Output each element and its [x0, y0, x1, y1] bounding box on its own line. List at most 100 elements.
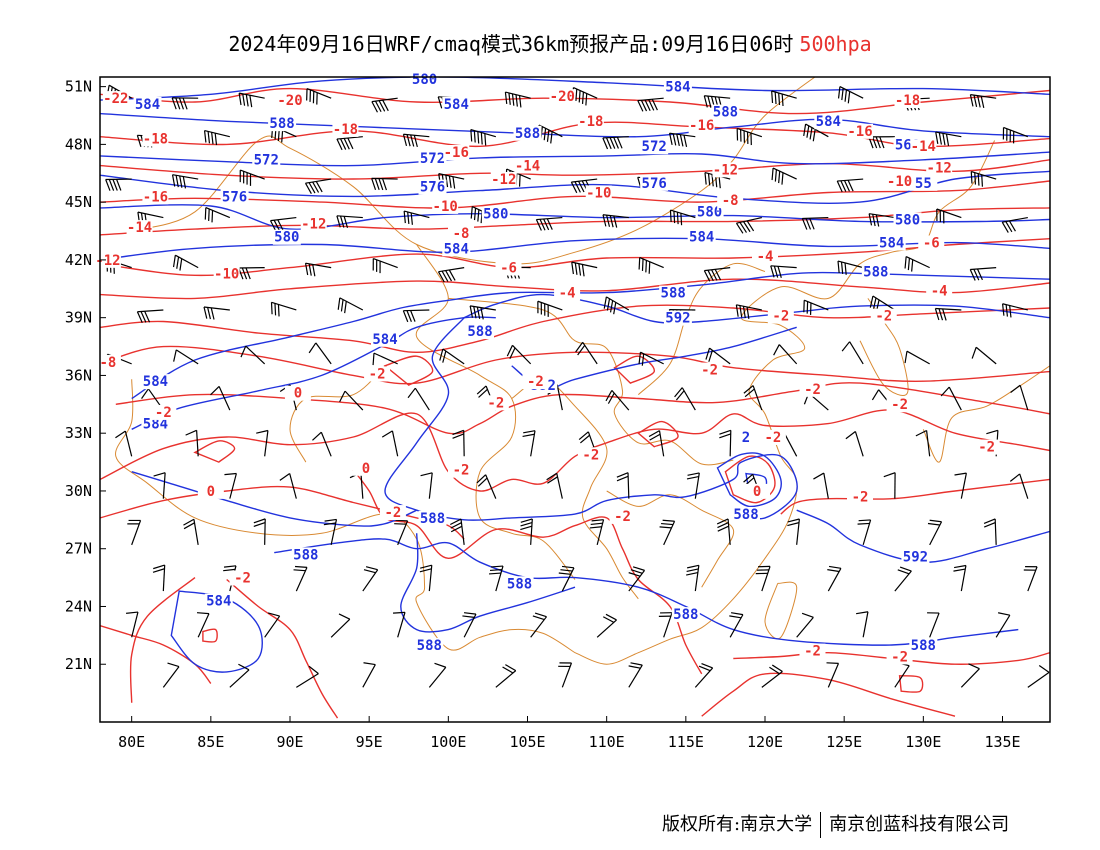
wind-barb: [969, 94, 997, 108]
label-bg: [150, 404, 177, 420]
temperature-label: -10: [214, 266, 239, 282]
wind-barb: [520, 518, 533, 545]
border-line: [606, 490, 735, 588]
wind-barb: [296, 665, 319, 688]
wind-barb: [836, 178, 864, 193]
wind-barb: [571, 261, 598, 277]
temperature-label: -10: [586, 185, 611, 201]
temperature-label: -8: [722, 193, 739, 209]
label-bg: [695, 204, 724, 220]
temperature-label: -4: [757, 249, 774, 265]
wind-barb: [954, 472, 967, 499]
wind-barb: [845, 431, 864, 457]
label-bg: [711, 104, 740, 120]
wind-barb: [605, 390, 630, 411]
height-label: 572: [420, 151, 445, 167]
x-tick-label: 95E: [356, 733, 383, 751]
label-bg: [442, 241, 471, 257]
wind-barb: [115, 430, 133, 457]
wind-barb: [183, 518, 199, 545]
label-bg: [712, 162, 739, 178]
height-label: 584: [816, 114, 841, 130]
x-tick-label: 85E: [197, 733, 224, 751]
wind-barb: [694, 662, 714, 688]
wind-barb: [203, 306, 230, 320]
height-label: 584: [143, 374, 168, 390]
footer-copyright: 版权所有:南京大学: [662, 814, 813, 835]
y-tick-label: 45N: [65, 193, 92, 211]
label-bg: [213, 266, 240, 282]
height-contour: [400, 533, 576, 633]
temperature-contour: [129, 577, 196, 703]
temperature-label: -12: [491, 172, 516, 188]
label-bg: [577, 114, 604, 130]
wind-barb: [796, 612, 814, 638]
wind-barb: [420, 472, 433, 499]
temperature-label: -2: [772, 309, 789, 325]
label-bg: [893, 212, 922, 228]
label-bg: [585, 185, 612, 201]
wind-barb: [495, 664, 517, 688]
wind-barb: [372, 352, 398, 366]
temperature-label: -16: [847, 124, 872, 140]
temperature-label: -14: [127, 220, 152, 236]
wind-barb: [827, 565, 842, 592]
label-bg: [759, 429, 786, 445]
title-level: 500hpa: [799, 32, 872, 56]
wind-barb: [125, 611, 139, 638]
temperature-label: -6: [923, 236, 940, 252]
label-bg: [861, 264, 890, 280]
height-contour: [131, 471, 417, 527]
wind-barb: [770, 265, 797, 279]
label-bg: [443, 145, 470, 161]
border-line: [637, 262, 766, 396]
height-label: 576: [642, 176, 667, 192]
wind-barb: [686, 564, 700, 592]
height-label: 584: [444, 241, 469, 257]
y-tick-label: 30N: [65, 482, 92, 500]
wind-barb: [686, 472, 700, 499]
y-tick-label: 21N: [65, 655, 92, 673]
temperature-label: -12: [301, 216, 326, 232]
label-bg: [220, 189, 249, 205]
wind-barb: [402, 309, 430, 323]
wind-barb: [602, 136, 629, 150]
wind-barb: [403, 210, 430, 225]
temperature-contour: [100, 345, 1050, 385]
x-tick-label: 130E: [905, 733, 941, 751]
height-label: 584: [665, 80, 690, 96]
x-tick-label: 105E: [509, 733, 545, 751]
wind-barb: [927, 612, 940, 638]
wind-barb: [240, 345, 266, 365]
wind-barb: [971, 346, 997, 365]
wind-barb: [279, 473, 297, 499]
wind-barb: [362, 662, 376, 688]
wind-barb: [407, 387, 430, 411]
wind-barb: [983, 518, 997, 545]
wind-barb: [506, 344, 532, 365]
label-bg: [300, 216, 327, 232]
wind-barb: [336, 136, 363, 151]
label-bg: [767, 308, 794, 324]
wind-barb: [450, 518, 465, 545]
wind-barb: [394, 519, 409, 546]
wind-barb: [270, 301, 297, 317]
temperature-label: 0: [362, 461, 370, 477]
wind-barb: [868, 213, 895, 227]
wind-barb: [638, 351, 664, 366]
temperature-contour: [701, 672, 956, 717]
label-bg: [418, 510, 447, 526]
wind-barb: [238, 267, 265, 280]
wind-barb: [803, 299, 829, 315]
height-label: 584: [689, 230, 714, 246]
wind-barb: [1027, 665, 1050, 688]
temperature-label: -2: [804, 382, 821, 398]
wind-barb: [504, 91, 531, 108]
temperature-label: -4: [559, 286, 576, 302]
label-bg: [910, 139, 937, 155]
height-label: 588: [467, 324, 492, 340]
footer-divider: [820, 812, 822, 838]
height-label: 588: [713, 105, 738, 121]
label-bg: [901, 549, 930, 565]
temperature-label: -2: [614, 509, 631, 525]
